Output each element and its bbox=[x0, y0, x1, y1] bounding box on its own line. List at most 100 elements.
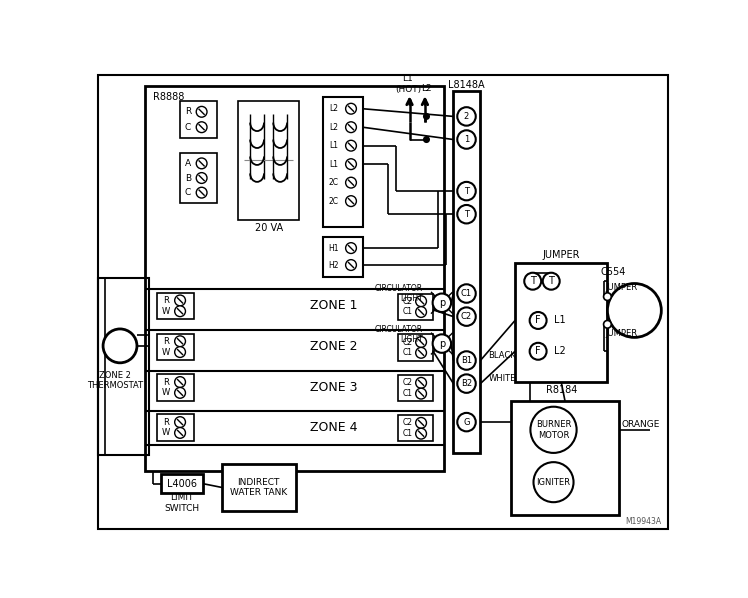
Circle shape bbox=[175, 306, 186, 316]
Text: C: C bbox=[185, 123, 191, 132]
Text: W: W bbox=[162, 388, 171, 397]
Bar bbox=[222, 465, 295, 511]
Text: R8888: R8888 bbox=[153, 91, 185, 102]
Text: L2: L2 bbox=[554, 346, 565, 356]
Text: C: C bbox=[185, 188, 191, 197]
Bar bbox=[145, 86, 444, 471]
Circle shape bbox=[175, 347, 186, 358]
Text: C2: C2 bbox=[402, 337, 412, 346]
Text: T: T bbox=[530, 276, 536, 286]
Circle shape bbox=[416, 388, 426, 399]
Circle shape bbox=[175, 428, 186, 438]
Bar bbox=[453, 91, 480, 453]
Text: R: R bbox=[185, 107, 191, 116]
Text: T: T bbox=[548, 276, 554, 286]
Text: C1: C1 bbox=[402, 429, 412, 438]
Circle shape bbox=[457, 182, 476, 200]
Text: JUMPER: JUMPER bbox=[542, 250, 580, 260]
Text: L8148A: L8148A bbox=[448, 80, 485, 90]
Circle shape bbox=[424, 114, 429, 119]
Text: C2: C2 bbox=[402, 297, 412, 306]
Circle shape bbox=[533, 462, 574, 502]
Bar bbox=[180, 152, 217, 203]
Bar bbox=[322, 237, 363, 277]
Bar bbox=[398, 294, 432, 320]
Text: L1: L1 bbox=[329, 160, 338, 169]
Circle shape bbox=[196, 106, 207, 117]
Text: H2: H2 bbox=[328, 261, 339, 270]
Text: H1: H1 bbox=[328, 243, 339, 252]
Circle shape bbox=[346, 141, 356, 151]
Circle shape bbox=[416, 307, 426, 318]
Text: C554: C554 bbox=[600, 267, 625, 277]
Text: C1: C1 bbox=[402, 389, 412, 398]
Text: IGNITER: IGNITER bbox=[536, 478, 571, 487]
Text: C1: C1 bbox=[402, 348, 412, 358]
Circle shape bbox=[416, 337, 426, 347]
Circle shape bbox=[416, 296, 426, 307]
Text: CIRCULATOR
LIGHT: CIRCULATOR LIGHT bbox=[375, 284, 423, 303]
Circle shape bbox=[346, 103, 356, 114]
Text: B2: B2 bbox=[461, 379, 472, 388]
Bar bbox=[398, 375, 432, 401]
Text: F: F bbox=[536, 346, 541, 356]
Circle shape bbox=[530, 343, 547, 360]
Text: L4006: L4006 bbox=[167, 479, 197, 489]
Text: C1: C1 bbox=[461, 289, 472, 298]
Bar bbox=[238, 101, 299, 221]
Circle shape bbox=[457, 351, 476, 370]
Text: T: T bbox=[464, 210, 469, 219]
Text: p: p bbox=[439, 298, 445, 308]
Bar bbox=[161, 474, 203, 493]
Circle shape bbox=[175, 417, 186, 428]
Text: 2: 2 bbox=[464, 112, 469, 121]
Circle shape bbox=[432, 294, 451, 312]
Circle shape bbox=[103, 329, 137, 363]
Circle shape bbox=[175, 295, 186, 306]
Circle shape bbox=[432, 334, 451, 353]
Text: 1: 1 bbox=[464, 135, 469, 144]
Text: C2: C2 bbox=[461, 312, 472, 321]
Bar bbox=[515, 263, 607, 382]
Text: B: B bbox=[185, 173, 191, 182]
Text: B1: B1 bbox=[461, 356, 472, 365]
Text: R: R bbox=[163, 337, 169, 346]
Circle shape bbox=[416, 377, 426, 388]
Bar bbox=[157, 334, 194, 360]
Text: C2: C2 bbox=[402, 379, 412, 388]
Text: T: T bbox=[464, 187, 469, 196]
Text: R: R bbox=[163, 296, 169, 305]
Bar bbox=[398, 334, 432, 361]
Text: M19943A: M19943A bbox=[625, 517, 661, 526]
Circle shape bbox=[346, 260, 356, 270]
Circle shape bbox=[416, 417, 426, 428]
Circle shape bbox=[457, 374, 476, 393]
Text: W: W bbox=[162, 428, 171, 437]
Text: L2: L2 bbox=[329, 104, 338, 113]
Circle shape bbox=[457, 307, 476, 326]
Text: CIRCULATOR
LIGHT: CIRCULATOR LIGHT bbox=[375, 325, 423, 344]
Text: W: W bbox=[162, 347, 171, 356]
Circle shape bbox=[604, 321, 611, 328]
Circle shape bbox=[346, 196, 356, 206]
Text: LIMIT
SWITCH: LIMIT SWITCH bbox=[164, 493, 199, 512]
Circle shape bbox=[416, 428, 426, 439]
Text: JUMPER: JUMPER bbox=[605, 329, 637, 338]
Circle shape bbox=[346, 177, 356, 188]
Circle shape bbox=[196, 187, 207, 198]
Text: C1: C1 bbox=[402, 307, 412, 316]
Text: ZONE 3: ZONE 3 bbox=[310, 381, 357, 394]
Circle shape bbox=[530, 312, 547, 329]
Circle shape bbox=[196, 158, 207, 169]
Text: JUMPER: JUMPER bbox=[605, 283, 637, 292]
Text: R: R bbox=[163, 377, 169, 386]
Text: 20 VA: 20 VA bbox=[254, 223, 283, 233]
Bar bbox=[511, 401, 619, 515]
Circle shape bbox=[175, 336, 186, 347]
Text: A: A bbox=[185, 159, 191, 168]
Text: C2: C2 bbox=[402, 419, 412, 428]
Text: INDIRECT
WATER TANK: INDIRECT WATER TANK bbox=[230, 478, 287, 498]
Bar bbox=[322, 97, 363, 227]
Circle shape bbox=[346, 243, 356, 254]
Text: L2: L2 bbox=[421, 84, 432, 93]
